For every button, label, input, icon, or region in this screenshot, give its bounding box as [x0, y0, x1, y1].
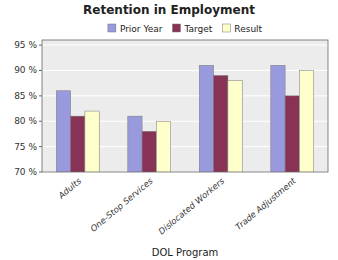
- y-tick-label: 95 %: [14, 40, 37, 50]
- x-axis-label: DOL Program: [152, 247, 219, 258]
- bar: [214, 76, 228, 172]
- y-tick: [39, 146, 42, 147]
- x-tick-label: One-Stop Services: [88, 175, 155, 233]
- bars: [56, 65, 313, 172]
- bar: [128, 116, 142, 172]
- bar: [56, 91, 70, 172]
- x-tick-label: Trade Adjustment: [233, 175, 298, 232]
- y-tick-label: 85 %: [14, 91, 37, 101]
- legend-label: Result: [234, 24, 262, 34]
- bar: [142, 131, 156, 172]
- plot-frame: [42, 40, 328, 172]
- bar: [156, 121, 170, 172]
- bar: [299, 70, 313, 172]
- x-tick-label: Adults: [55, 175, 83, 201]
- bar: [228, 81, 242, 172]
- y-tick: [39, 45, 42, 46]
- y-tick-label: 75 %: [14, 142, 37, 152]
- legend-swatch: [172, 24, 180, 32]
- bar: [271, 65, 285, 172]
- bar: [71, 116, 85, 172]
- y-tick-label: 70 %: [14, 167, 37, 177]
- y-tick: [39, 121, 42, 122]
- y-tick-label: 90 %: [14, 65, 37, 75]
- bar: [199, 65, 213, 172]
- bar: [85, 111, 99, 172]
- y-tick: [39, 70, 42, 71]
- y-tick: [39, 172, 42, 173]
- title: Retention in Employment: [83, 3, 255, 17]
- legend: Prior Year Target Result: [108, 24, 263, 34]
- x-tick-label: Dislocated Workers: [156, 175, 226, 236]
- legend-swatch: [222, 24, 230, 32]
- legend-label: Prior Year: [120, 24, 163, 34]
- chart: Retention in Employment 70 % 75 % 80 % 85 % 9…: [0, 0, 338, 260]
- y-tick-label: 80 %: [14, 116, 37, 126]
- legend-label: Target: [183, 24, 212, 34]
- legend-swatch: [108, 24, 116, 32]
- bar: [285, 96, 299, 172]
- y-tick: [39, 95, 42, 96]
- grid-line: [42, 45, 328, 46]
